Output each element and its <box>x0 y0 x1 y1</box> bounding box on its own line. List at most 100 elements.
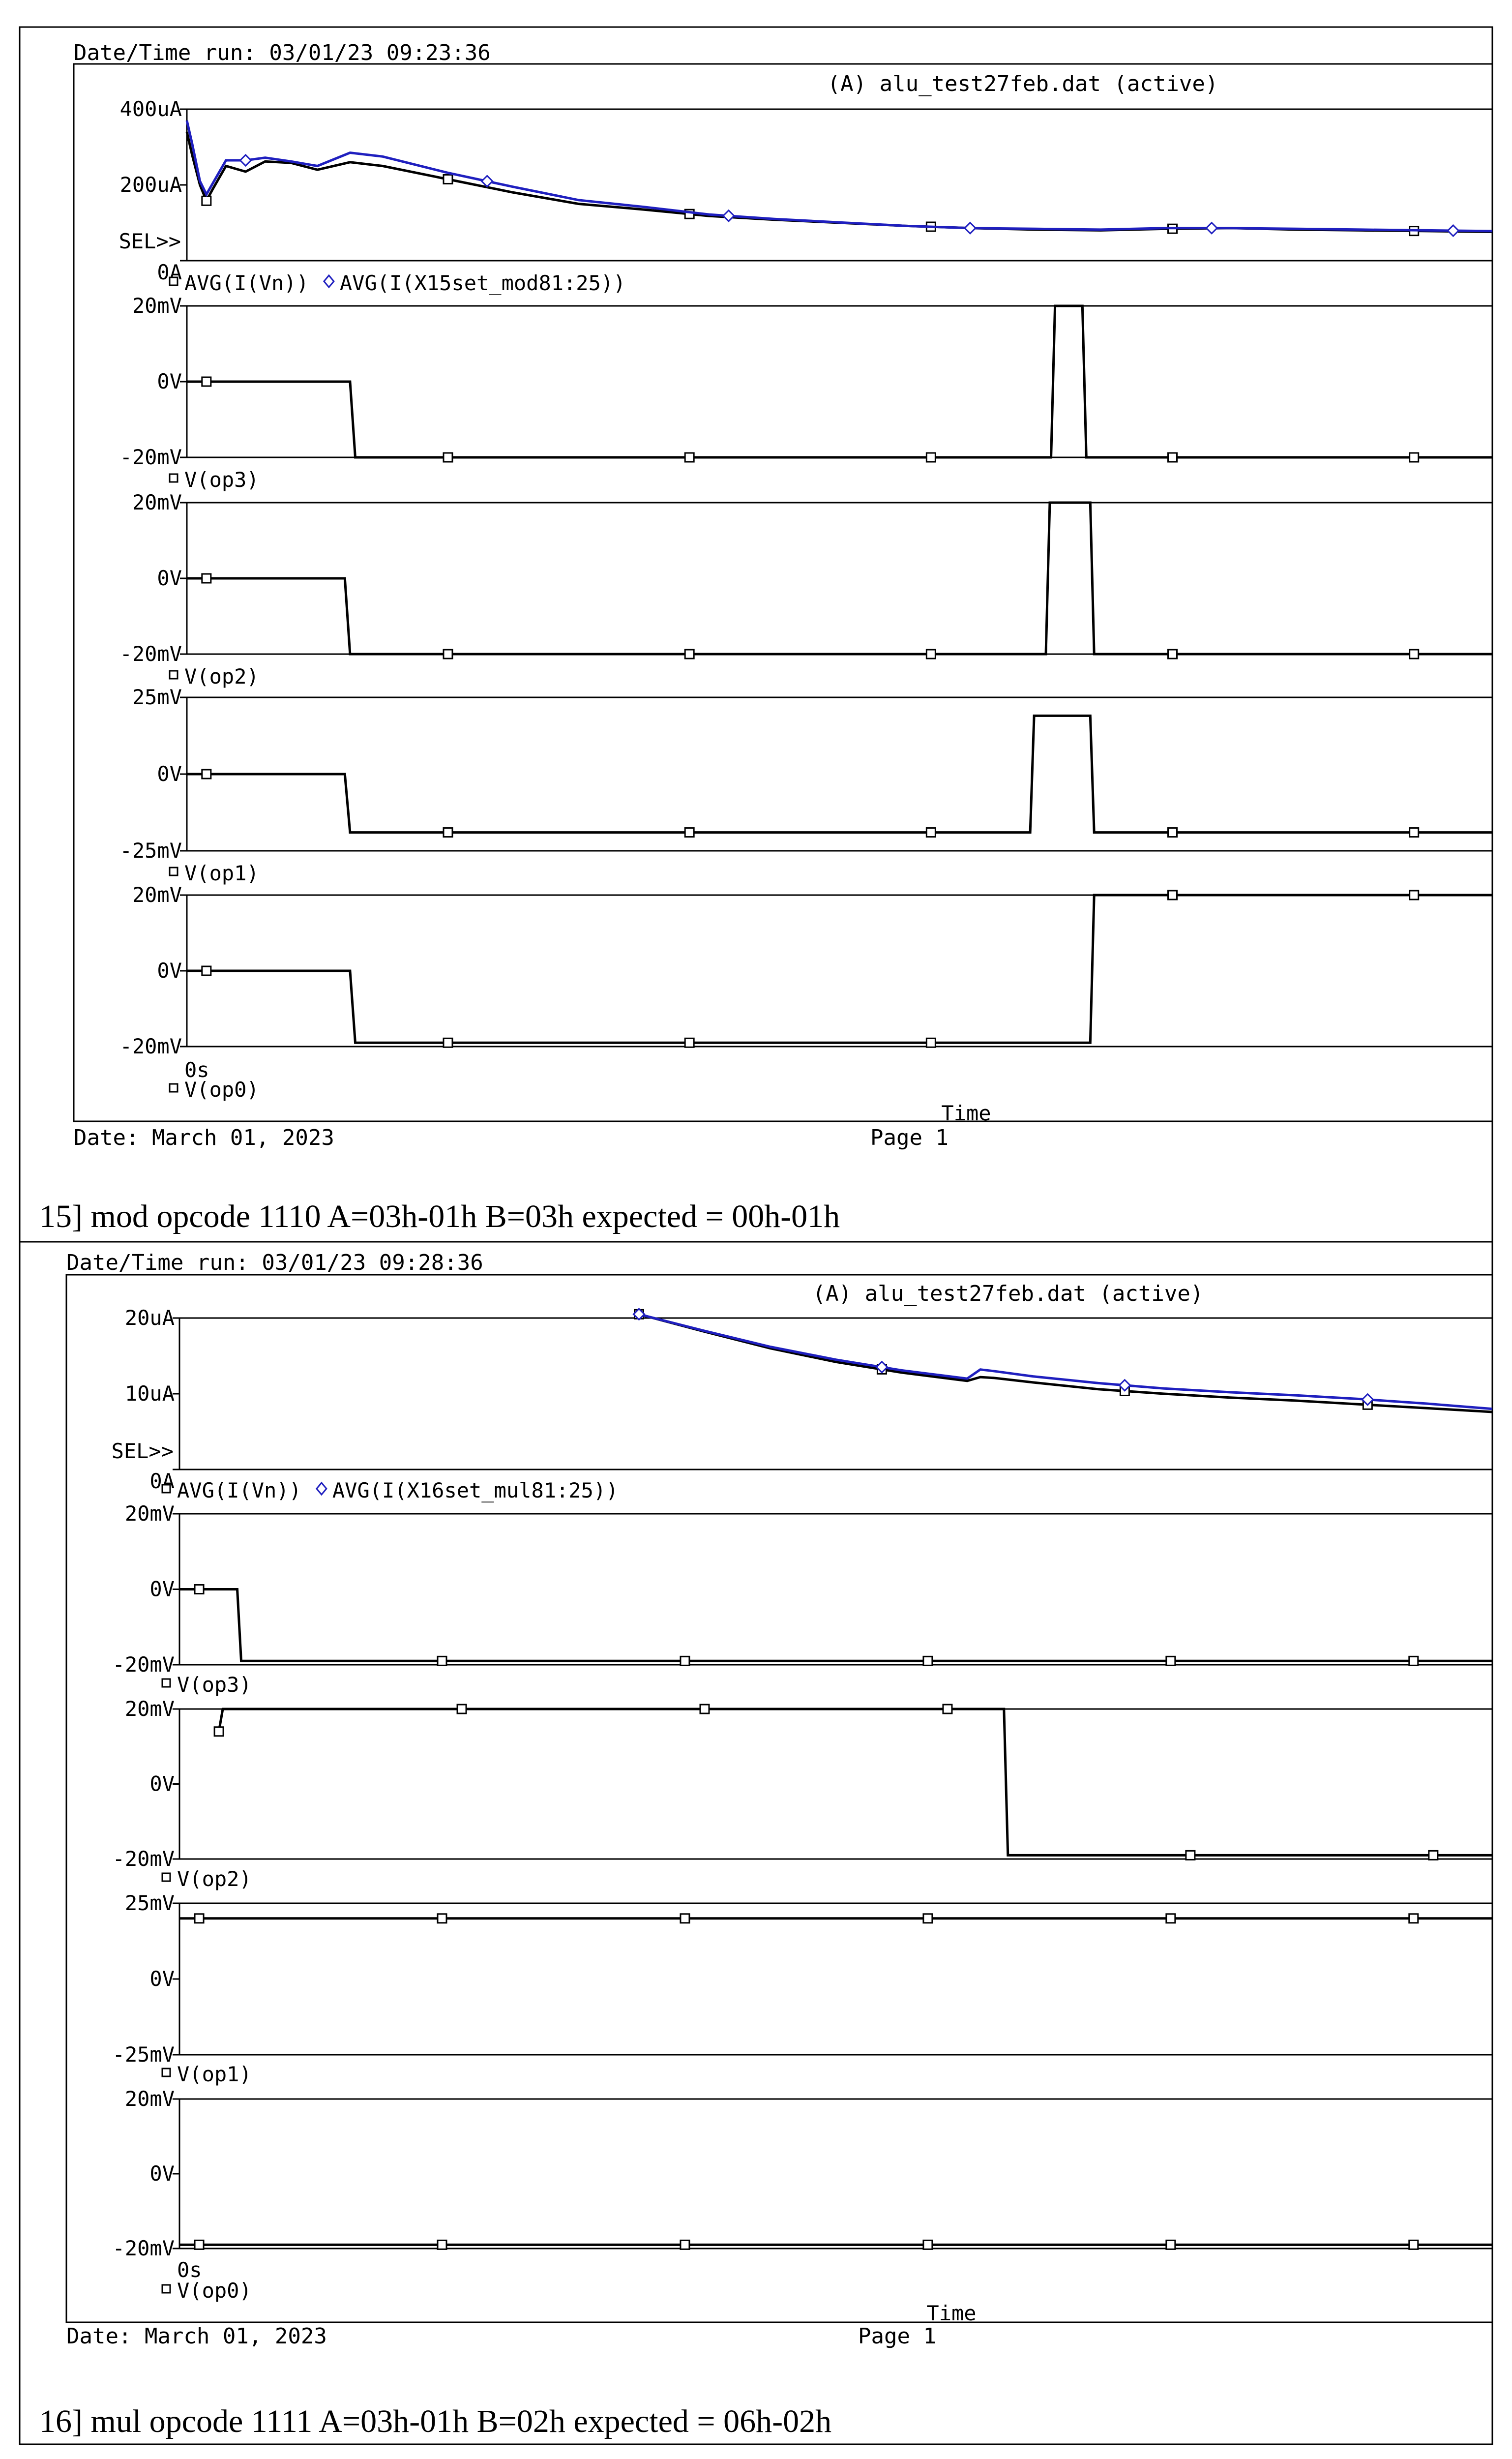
series-marker-square <box>201 573 212 584</box>
series-marker-square <box>1409 827 1420 838</box>
series-marker-square <box>213 1726 224 1737</box>
series-marker-diamond <box>963 221 977 235</box>
y-tick-label: 20mV <box>125 1501 175 1526</box>
series-marker-square <box>1167 890 1178 900</box>
y-tick-label: 400uA <box>120 97 182 121</box>
legend-entry: V(op3) <box>177 1673 252 1697</box>
series-marker-diamond <box>722 209 735 222</box>
series-marker-square <box>680 2239 690 2250</box>
date-time-run: Date/Time run: 03/01/23 09:28:36 <box>66 1250 483 1275</box>
y-tick-label: 0V <box>157 959 182 983</box>
legend-entry: V(op0) <box>184 1078 259 1102</box>
series-marker-square <box>922 1913 933 1924</box>
legend-diamond-icon <box>323 274 335 289</box>
series-marker-square <box>201 376 212 387</box>
series-marker-diamond <box>1118 1379 1131 1392</box>
series-line-avg-i-x16set-mul81-25- <box>638 1313 1493 1410</box>
series-marker-square <box>684 649 695 660</box>
series-marker-square <box>437 2239 447 2250</box>
plot-header-title: (A) alu_test27feb.dat (active) <box>813 1281 1204 1306</box>
sel-marker-label: SEL>> <box>119 229 181 253</box>
series-line-avg-i-vn- <box>638 1313 1493 1413</box>
legend-entry: AVG(I(X16set_mul81:25)) <box>332 1478 619 1502</box>
y-tick-label: -20mV <box>120 445 182 469</box>
series-marker-square <box>684 827 695 838</box>
series-marker-diamond <box>1447 224 1460 238</box>
series-marker-square <box>1167 452 1178 463</box>
series-marker-square <box>201 769 212 780</box>
series-marker-square <box>194 1584 205 1594</box>
y-tick-label: 25mV <box>132 685 182 709</box>
legend-entry: V(op2) <box>177 1867 252 1891</box>
legend-entry: V(op1) <box>177 2062 252 2086</box>
y-tick-label: -25mV <box>120 839 182 863</box>
series-marker-square <box>1167 649 1178 660</box>
series-marker-square <box>925 827 936 838</box>
legend-square-icon <box>161 1872 171 1882</box>
section-2: Date/Time run: 03/01/23 09:28:36 (A) alu_… <box>19 1241 1493 2445</box>
series-marker-square <box>699 1704 710 1714</box>
series-marker-square <box>443 452 453 463</box>
series-marker-square <box>922 1655 933 1666</box>
series-marker-square <box>684 452 695 463</box>
legend-square-icon <box>169 670 178 680</box>
y-tick-label: 25mV <box>125 1891 175 1915</box>
page-footer: Page 1 <box>858 2324 936 2349</box>
legend-entry: V(op1) <box>184 861 259 885</box>
y-tick-label: -20mV <box>113 1847 175 1871</box>
y-tick-label: -20mV <box>113 2236 175 2260</box>
series-marker-diamond <box>1361 1393 1374 1406</box>
series-marker-square <box>1409 452 1420 463</box>
series-marker-square <box>1408 1913 1419 1924</box>
series-line-v-op1- <box>187 714 1492 834</box>
series-marker-diamond <box>239 153 252 167</box>
legend-entry: V(op0) <box>177 2279 252 2303</box>
date-footer: Date: March 01, 2023 <box>74 1125 334 1150</box>
date-footer: Date: March 01, 2023 <box>66 2324 327 2349</box>
sel-marker-label: SEL>> <box>112 1439 174 1463</box>
series-marker-square <box>684 1037 695 1048</box>
series-marker-square <box>925 1037 936 1048</box>
series-marker-square <box>1165 1913 1176 1924</box>
series-marker-square <box>437 1655 447 1666</box>
series-marker-square <box>443 174 453 184</box>
x-axis-label: Time <box>926 2301 976 2325</box>
legend-square-icon <box>161 2284 171 2294</box>
legend-square-icon <box>169 867 178 876</box>
legend-square-icon <box>169 1083 178 1093</box>
series-marker-square <box>1428 1850 1439 1860</box>
legend-square-icon <box>161 1678 171 1688</box>
series-marker-square <box>201 965 212 976</box>
series-marker-diamond <box>632 1308 646 1321</box>
series-marker-square <box>1409 890 1420 900</box>
series-marker-square <box>922 2239 933 2250</box>
series-marker-square <box>1165 1655 1176 1666</box>
y-tick-label: 0V <box>149 1967 175 1991</box>
series-line-v-op2- <box>217 1708 1492 1857</box>
series-marker-square <box>443 827 453 838</box>
y-tick-label: 0V <box>149 2161 175 2186</box>
series-marker-diamond <box>875 1360 889 1374</box>
series-marker-square <box>194 1913 205 1924</box>
series-marker-square <box>437 1913 447 1924</box>
series-marker-square <box>456 1704 467 1714</box>
series-marker-square <box>201 195 212 206</box>
series-marker-square <box>1165 2239 1176 2250</box>
series-marker-square <box>443 649 453 660</box>
series-marker-square <box>1167 827 1178 838</box>
y-tick-label: -20mV <box>113 1652 175 1677</box>
y-tick-label: -20mV <box>120 642 182 666</box>
y-tick-label: 0V <box>157 566 182 590</box>
y-tick-label: 20mV <box>132 490 182 514</box>
series-marker-square <box>194 2239 205 2250</box>
y-tick-label: 0V <box>149 1772 175 1796</box>
series-line-v-op0- <box>187 894 1492 1044</box>
series-marker-square <box>680 1655 690 1666</box>
